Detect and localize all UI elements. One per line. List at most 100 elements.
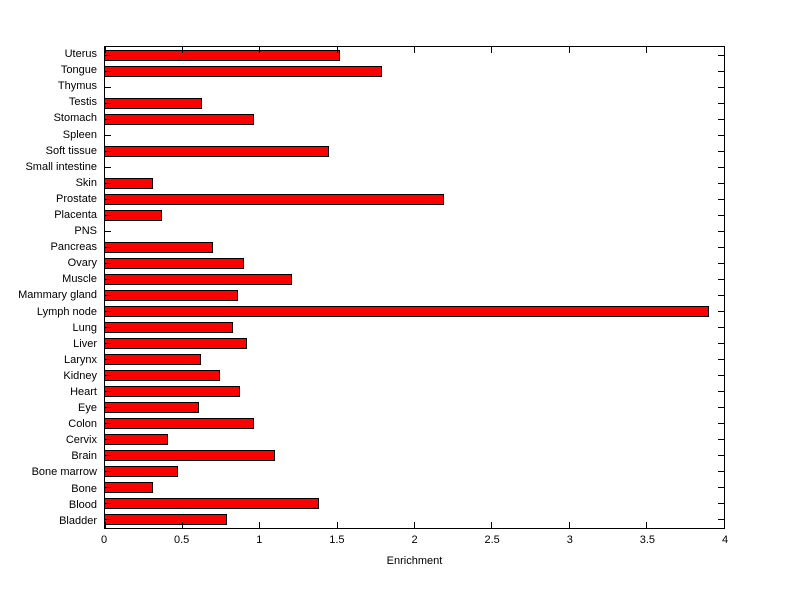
y-tick-mark (718, 295, 724, 297)
x-tick-label: 3 (566, 534, 573, 546)
y-tick-mark (718, 439, 724, 441)
bar-skin (105, 177, 153, 189)
y-axis-label-spleen: Spleen (62, 128, 97, 141)
y-tick-mark (718, 150, 724, 152)
bar-row-bladder (105, 512, 724, 528)
y-axis-label-pns: PNS (74, 225, 97, 238)
y-tick-mark (105, 359, 111, 361)
y-axis-label-colon: Colon (68, 418, 97, 431)
bar-larynx (105, 354, 201, 366)
bar-row-lymph-node (105, 304, 724, 320)
bar-row-pns (105, 223, 724, 239)
y-tick-mark (105, 198, 111, 200)
x-tick-mark (723, 47, 725, 53)
y-tick-mark (105, 86, 111, 88)
y-axis-label-prostate: Prostate (56, 192, 97, 205)
y-tick-mark (105, 118, 111, 120)
bar-row-small-intestine (105, 159, 724, 175)
y-axis-label-bladder: Bladder (59, 514, 97, 527)
y-tick-mark (718, 391, 724, 393)
x-tick-mark (259, 522, 261, 528)
bar-row-tongue (105, 63, 724, 79)
y-axis-label-lung: Lung (72, 321, 97, 334)
x-tick-mark (336, 522, 338, 528)
bar-row-eye (105, 400, 724, 416)
bar-row-placenta (105, 207, 724, 223)
y-tick-mark (718, 102, 724, 104)
x-tick-label: 1 (256, 534, 263, 546)
x-tick-label: 2.5 (484, 534, 500, 546)
y-tick-mark (105, 455, 111, 457)
x-axis-title: Enrichment (386, 555, 443, 567)
y-tick-mark (105, 471, 111, 473)
bar-bladder (105, 514, 228, 526)
bar-lymph-node (105, 306, 709, 318)
y-tick-mark (105, 295, 111, 297)
bar-kidney (105, 370, 220, 382)
y-tick-mark (718, 375, 724, 377)
y-axis-label-pancreas: Pancreas (50, 241, 97, 254)
bar-row-thymus (105, 79, 724, 95)
y-axis-label-thymus: Thymus (57, 80, 97, 93)
y-axis-label-larynx: Larynx (63, 353, 97, 366)
y-tick-mark (718, 327, 724, 329)
x-tick-mark (181, 522, 183, 528)
y-tick-mark (718, 471, 724, 473)
bar-cervix (105, 434, 169, 446)
y-axis-label-cervix: Cervix (65, 434, 97, 447)
x-tick-mark (104, 522, 106, 528)
y-tick-mark (718, 86, 724, 88)
bar-lung (105, 322, 234, 334)
y-tick-mark (105, 519, 111, 521)
bar-bone-marrow (105, 466, 178, 478)
y-tick-mark (718, 118, 724, 120)
x-tick-mark (336, 47, 338, 53)
bar-testis (105, 97, 203, 109)
y-axis-label-heart: Heart (70, 386, 97, 399)
y-tick-mark (105, 439, 111, 441)
y-tick-mark (105, 278, 111, 280)
y-tick-mark (718, 455, 724, 457)
bar-row-kidney (105, 368, 724, 384)
bar-prostate (105, 193, 444, 205)
y-tick-mark (718, 278, 724, 280)
x-tick-mark (181, 47, 183, 53)
bar-row-spleen (105, 127, 724, 143)
y-tick-mark (718, 487, 724, 489)
x-tick-mark (723, 522, 725, 528)
bar-colon (105, 418, 254, 430)
x-tick-mark (104, 47, 106, 53)
x-tick-label: 1.5 (329, 534, 345, 546)
x-axis-tick-labels: 0 0.5 1 1.5 2 2.5 3 3.5 4 (101, 534, 728, 548)
y-tick-mark (718, 166, 724, 168)
bar-row-larynx (105, 352, 724, 368)
y-tick-mark (718, 70, 724, 72)
bar-row-ovary (105, 255, 724, 271)
bar-blood (105, 498, 319, 510)
bar-row-skin (105, 175, 724, 191)
y-tick-mark (105, 246, 111, 248)
x-tick-label: 0.5 (173, 534, 190, 546)
x-tick-mark (646, 522, 648, 528)
bar-mammary-gland (105, 289, 239, 301)
y-tick-mark (105, 166, 111, 168)
y-axis-label-liver: Liver (73, 337, 97, 350)
y-tick-mark (105, 214, 111, 216)
y-axis-label-tongue: Tongue (60, 64, 97, 77)
y-tick-mark (718, 359, 724, 361)
y-tick-mark (718, 343, 724, 345)
y-axis-label-ovary: Ovary (67, 257, 97, 270)
bar-row-brain (105, 448, 724, 464)
bar-heart (105, 386, 240, 398)
bar-liver (105, 338, 248, 350)
y-axis-label-brain: Brain (71, 450, 97, 463)
x-tick-mark (414, 47, 415, 53)
bar-row-heart (105, 384, 724, 400)
bar-stomach (105, 113, 254, 125)
y-tick-mark (105, 150, 111, 152)
y-tick-mark (105, 230, 111, 232)
y-tick-mark (718, 246, 724, 248)
bar-row-blood (105, 496, 724, 512)
y-tick-mark (105, 407, 111, 409)
y-tick-mark (718, 182, 724, 184)
